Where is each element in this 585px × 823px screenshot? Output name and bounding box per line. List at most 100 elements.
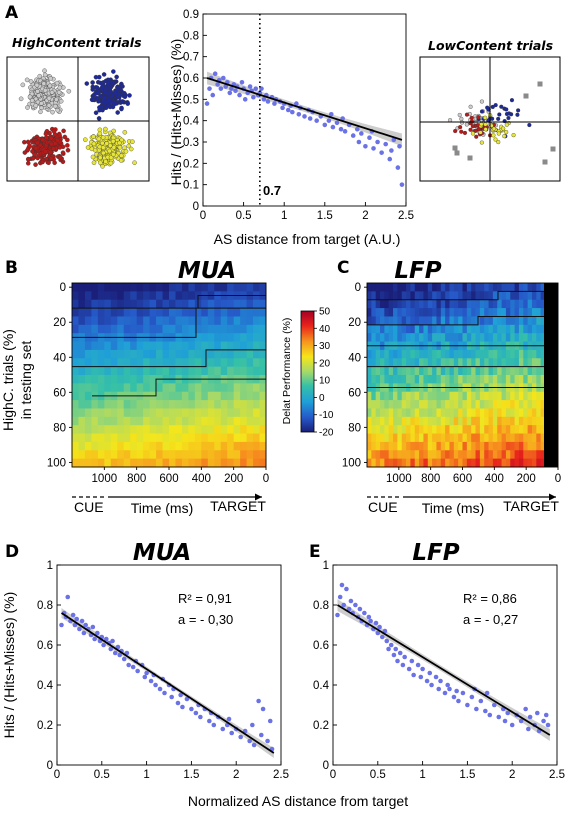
heatmap-cell <box>78 291 86 301</box>
heatmap-cell <box>540 291 546 301</box>
heatmap-cell <box>78 299 86 309</box>
heatmap-cell <box>423 366 429 376</box>
heatmap-cell <box>440 458 446 468</box>
heatmap-cell <box>458 450 463 460</box>
heatmap-cell <box>501 458 507 468</box>
heatmap-cell <box>123 316 131 326</box>
heatmap-cell <box>401 433 407 443</box>
cluster-point <box>27 143 32 148</box>
heatmap-cell <box>117 450 125 460</box>
heatmap-cell <box>201 283 209 292</box>
heatmap-cell <box>536 308 542 317</box>
heatmap-cell <box>514 433 520 443</box>
heatmap-cell <box>484 416 489 426</box>
heatmap-cell <box>514 308 520 317</box>
data-point <box>92 636 97 642</box>
heatmap-cell <box>72 450 79 460</box>
data-point <box>367 135 372 141</box>
heatmap-cell <box>414 299 420 309</box>
heatmap-cell <box>514 333 520 342</box>
heatmap-cell <box>427 283 433 292</box>
heatmap-cell <box>388 333 394 342</box>
heatmap-cell <box>410 425 416 434</box>
heatmap-cell <box>220 283 228 292</box>
heatmap-cell <box>84 425 92 434</box>
heatmap-cell <box>484 450 489 460</box>
heatmap-cell <box>233 349 241 359</box>
heatmap-cell <box>501 324 507 334</box>
heatmap-cell <box>136 349 144 359</box>
heatmap-cell <box>406 299 411 309</box>
heatmap-cell <box>194 408 202 418</box>
heatmap-cell <box>214 383 222 393</box>
heatmap-cell <box>169 341 176 351</box>
heatmap-cell <box>253 391 260 401</box>
heatmap-cell <box>375 425 381 434</box>
significance-contour <box>72 295 266 397</box>
cluster-point <box>97 155 103 161</box>
cluster-point <box>91 134 96 139</box>
data-point <box>180 704 185 710</box>
y-tick-label: 0.8 <box>183 30 199 42</box>
heatmap-cell <box>149 425 157 434</box>
heatmap-cell <box>201 341 209 351</box>
outlier-square <box>454 150 460 156</box>
heatmap-cell <box>518 316 524 326</box>
heatmap-cell <box>414 416 420 426</box>
heatmap-cell <box>523 416 529 426</box>
heatmap-cell <box>488 299 494 309</box>
lfp-cue-label: CUE <box>368 499 398 515</box>
heatmap-cell <box>514 349 520 359</box>
heatmap-cell <box>397 333 403 342</box>
heatmap-cell <box>514 316 520 326</box>
data-point <box>204 101 210 106</box>
heatmap-cell <box>497 400 502 409</box>
heatmap-cell <box>531 324 537 334</box>
heatmap-cell <box>462 408 468 418</box>
heatmap-cell <box>240 366 247 376</box>
cluster-point <box>108 84 113 90</box>
heatmap-cell <box>201 416 209 426</box>
heatmap-cell <box>497 375 502 384</box>
heatmap-cell <box>505 283 511 292</box>
data-point <box>220 726 226 732</box>
heatmap-cell <box>427 358 433 368</box>
heatmap-cell <box>510 408 515 418</box>
cluster-point <box>111 69 116 74</box>
heatmap-cell <box>375 299 381 309</box>
heatmap-cell <box>175 391 183 401</box>
heatmap-cell <box>423 349 429 359</box>
data-point <box>210 92 216 98</box>
heatmap-cell <box>240 450 247 460</box>
heatmap-cell <box>175 383 183 393</box>
heatmap-cell <box>453 408 459 418</box>
data-point <box>387 156 393 162</box>
heatmap-cell <box>156 450 163 460</box>
heatmap-cell <box>78 383 86 393</box>
cluster-point <box>90 154 96 160</box>
heatmap-cell <box>497 425 502 434</box>
data-point <box>346 606 352 612</box>
heatmap-cell <box>214 408 222 418</box>
heatmap-cell <box>410 358 416 368</box>
heatmap-cell <box>110 408 118 418</box>
heatmap-cell <box>72 299 79 309</box>
heatmap-cell <box>497 316 502 326</box>
heatmap-cell <box>220 333 228 342</box>
heatmap-cell <box>397 316 403 326</box>
heatmap-cell <box>240 308 247 317</box>
heatmap-cell <box>505 333 511 342</box>
heatmap-cell <box>380 400 385 409</box>
heatmap-cell <box>130 299 138 309</box>
cluster-point <box>502 134 507 139</box>
cluster-point <box>98 160 103 166</box>
y-tick-label: 0.9 <box>183 9 199 21</box>
data-point <box>207 718 212 724</box>
heatmap-cell <box>91 324 99 334</box>
heatmap-cell <box>492 316 498 326</box>
heatmap-cell <box>453 458 459 468</box>
lfp-time-axis: CUE Time (ms) TARGET <box>367 493 559 516</box>
heatmap-cell <box>207 425 215 434</box>
heatmap-cell <box>149 441 157 451</box>
heatmap-cell <box>449 416 455 426</box>
